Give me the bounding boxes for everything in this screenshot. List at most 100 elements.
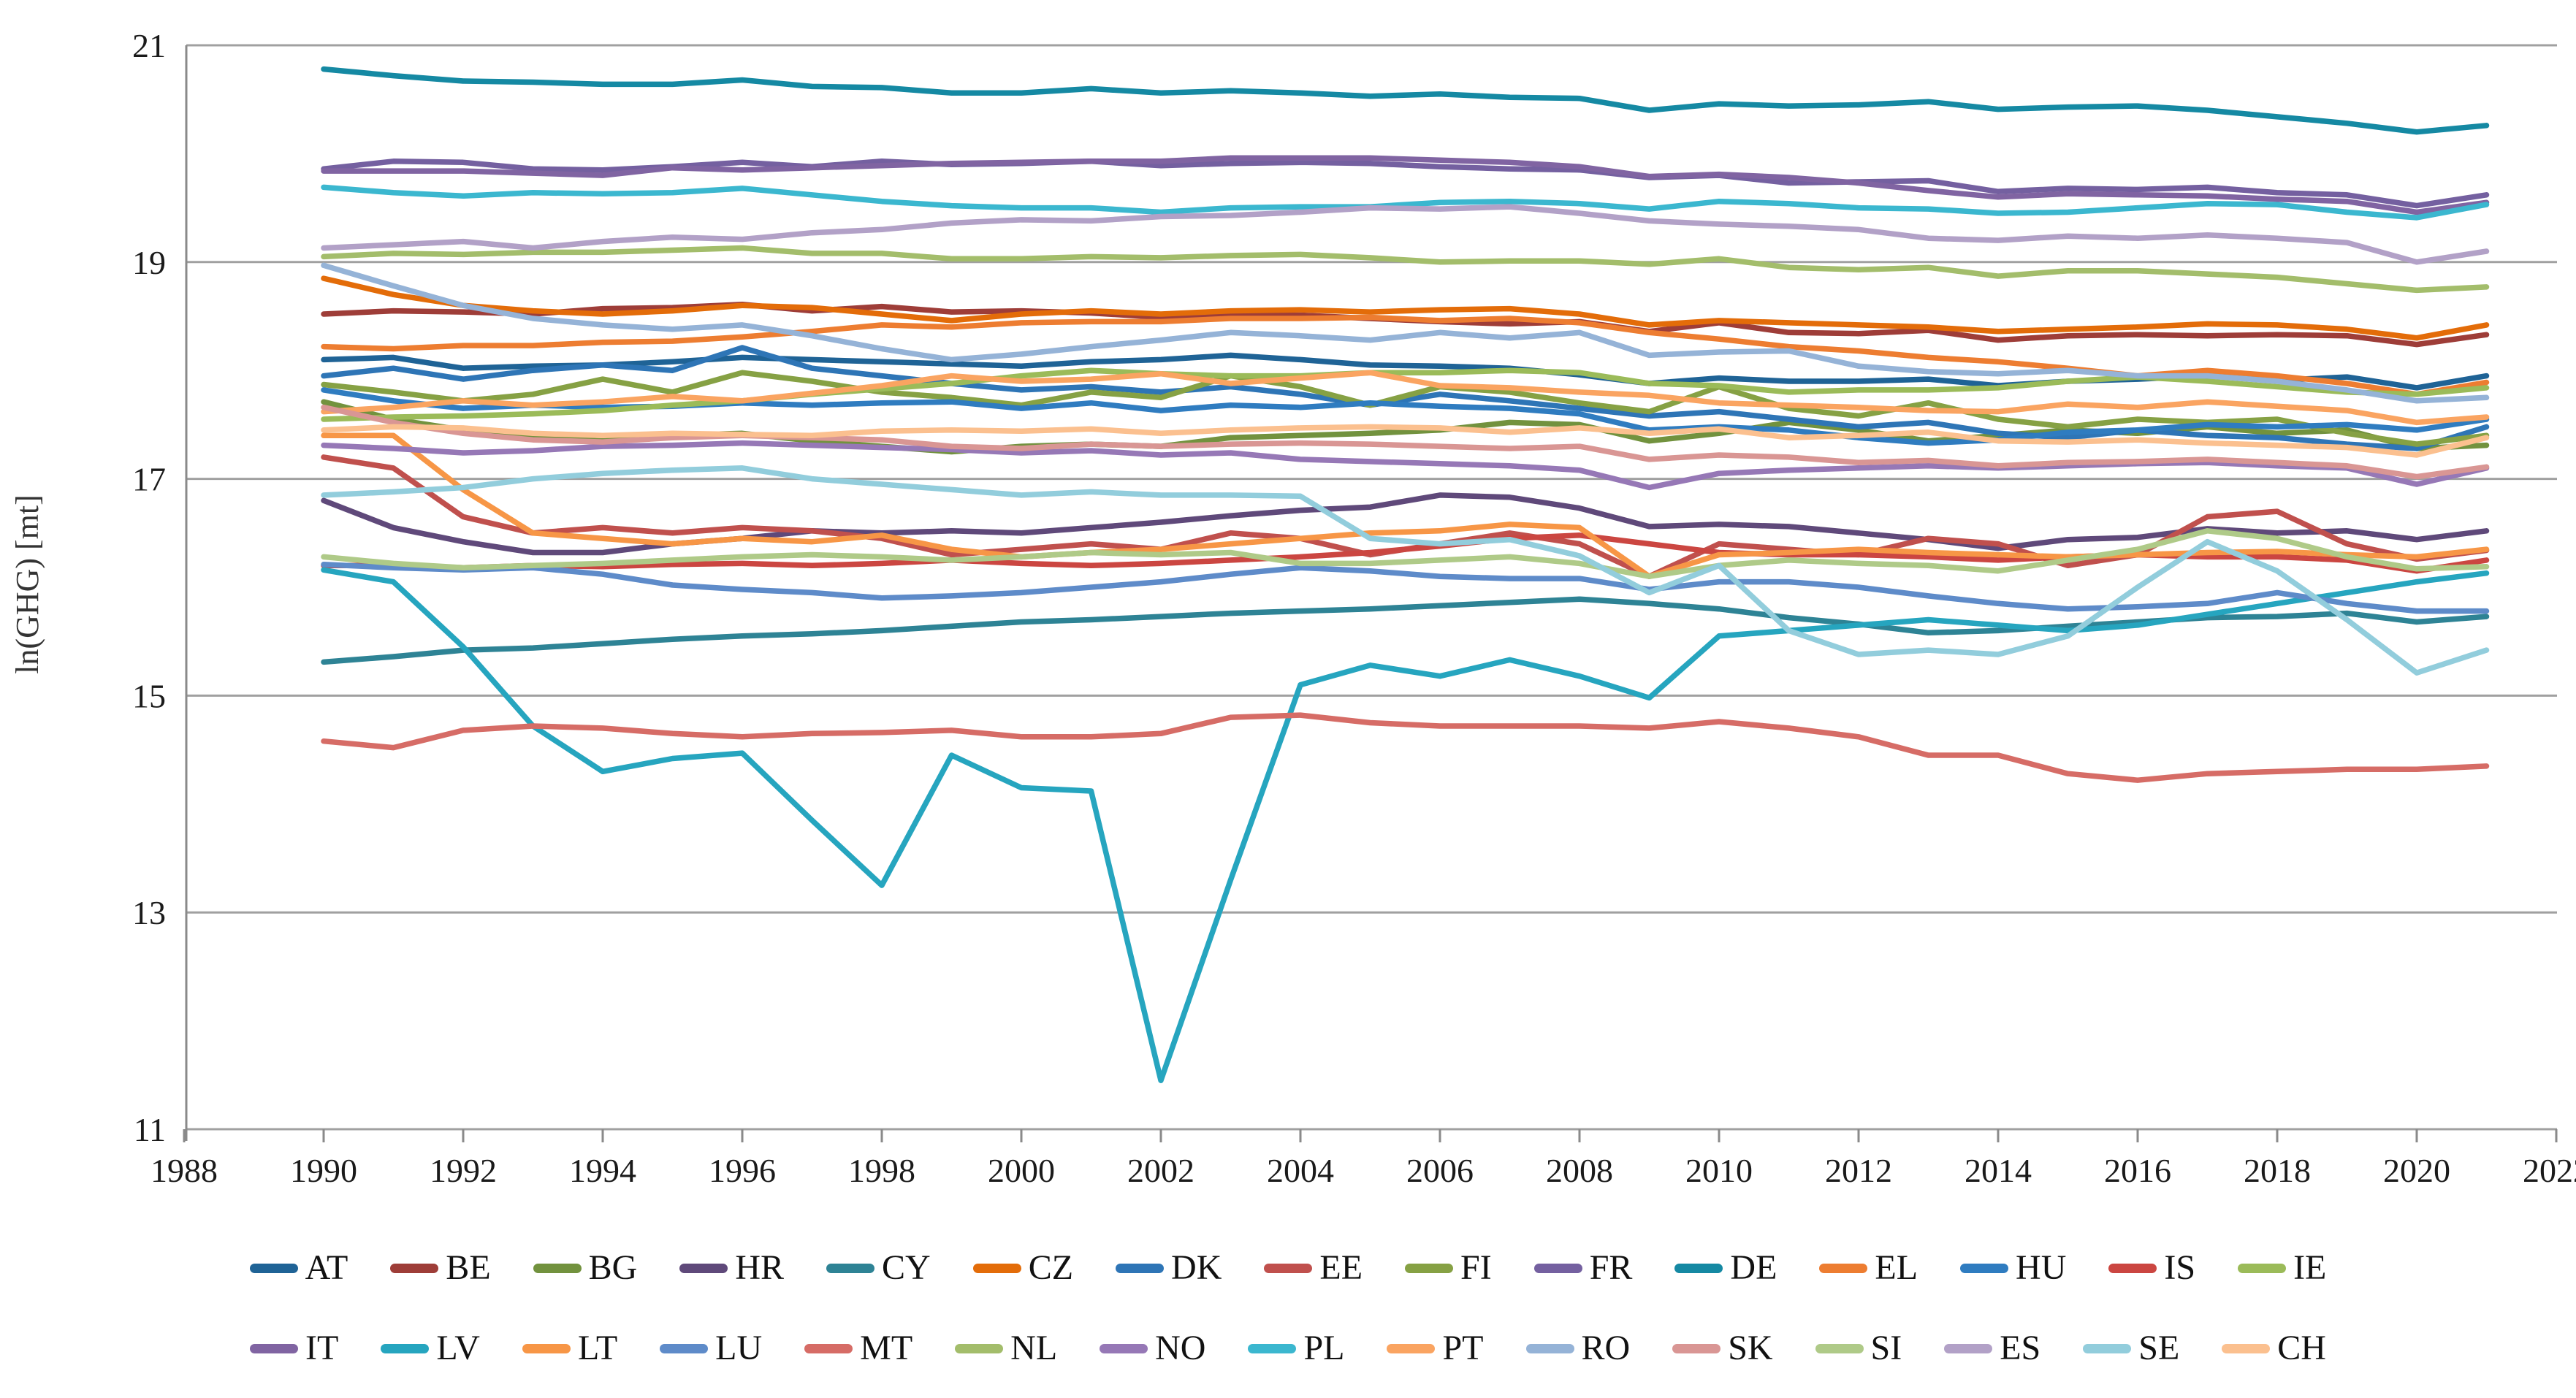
y-tick-label-21: 21 xyxy=(132,27,166,64)
x-tick-label-1988: 1988 xyxy=(150,1152,218,1189)
legend-label-NO: NO xyxy=(1155,1329,1206,1367)
series-line-IT xyxy=(321,155,2490,215)
legend-label-SE: SE xyxy=(2138,1329,2180,1367)
series-line-MT xyxy=(321,712,2490,783)
legend-label-FR: FR xyxy=(1589,1248,1633,1287)
legend-label-CH: CH xyxy=(2277,1329,2326,1367)
legend-item-EE: EE xyxy=(1264,1250,1363,1286)
legend-label-FI: FI xyxy=(1460,1248,1492,1287)
y-axis-tick-labels: 21 19 17 15 13 11 xyxy=(132,27,166,1148)
legend-label-IS: IS xyxy=(2164,1248,2196,1287)
legend-item-IE: IE xyxy=(2238,1250,2326,1286)
series-line-PT xyxy=(321,370,2490,426)
legend-item-LU: LU xyxy=(660,1331,762,1366)
x-tick-label-2020: 2020 xyxy=(2383,1152,2450,1189)
legend-swatch-CZ xyxy=(972,1263,1021,1273)
legend-label-AT: AT xyxy=(305,1248,348,1287)
legend-label-IE: IE xyxy=(2293,1248,2327,1287)
y-tick-label-15: 15 xyxy=(132,677,166,714)
x-tick-label-2010: 2010 xyxy=(1685,1152,1753,1189)
legend-item-HR: HR xyxy=(679,1250,784,1286)
legend-label-MT: MT xyxy=(860,1329,913,1367)
legend-label-DE: DE xyxy=(1730,1248,1777,1287)
legend-label-RO: RO xyxy=(1581,1329,1631,1367)
legend-swatch-HU xyxy=(1960,1263,2009,1273)
legend-item-SE: SE xyxy=(2083,1331,2179,1366)
legend-item-NO: NO xyxy=(1100,1331,1205,1366)
legend-item-DE: DE xyxy=(1674,1250,1777,1286)
x-tick-label-2006: 2006 xyxy=(1406,1152,1474,1189)
legend-label-ES: ES xyxy=(2000,1329,2041,1367)
legend-swatch-FR xyxy=(1533,1263,1582,1273)
series-line-CZ xyxy=(321,275,2490,341)
x-tick-label-2018: 2018 xyxy=(2244,1152,2311,1189)
legend-swatch-DE xyxy=(1674,1263,1723,1273)
series-line-LT xyxy=(321,432,2490,579)
legend-item-DK: DK xyxy=(1116,1250,1222,1286)
series-line-SE xyxy=(321,465,2490,676)
legend-swatch-BE xyxy=(390,1263,439,1273)
legend-swatch-SE xyxy=(2083,1343,2132,1353)
legend-label-BG: BG xyxy=(588,1248,638,1287)
legend-item-ES: ES xyxy=(1944,1331,2040,1366)
series-line-ES xyxy=(321,204,2490,265)
legend-swatch-NO xyxy=(1100,1343,1148,1353)
legend-swatch-IE xyxy=(2238,1263,2287,1273)
legend-swatch-FI xyxy=(1405,1263,1454,1273)
legend-swatch-PT xyxy=(1387,1343,1436,1353)
legend-item-CH: CH xyxy=(2222,1331,2326,1366)
legend-swatch-EL xyxy=(1819,1263,1868,1273)
legend-swatch-ES xyxy=(1944,1343,1993,1353)
series-line-FI xyxy=(321,370,2490,447)
legend-label-LV: LV xyxy=(436,1329,480,1367)
x-tick-label-1992: 1992 xyxy=(430,1152,497,1189)
legend-swatch-LU xyxy=(660,1343,709,1353)
x-tick-label-1990: 1990 xyxy=(290,1152,357,1189)
y-tick-label-19: 19 xyxy=(132,244,166,281)
legend-label-CZ: CZ xyxy=(1028,1248,1074,1287)
chart-plot-area: 21 19 17 15 13 11 1988 1990 1992 1994 1996 1998 200… xyxy=(9,27,2576,1189)
legend-item-CZ: CZ xyxy=(972,1248,1074,1287)
series-line-CY xyxy=(321,596,2490,665)
x-tick-label-2016: 2016 xyxy=(2104,1152,2171,1189)
legend-row-2: IT LV LT LU MT NL NO PL PT RO SK SI ES SE CH xyxy=(0,1331,2576,1366)
legend-swatch-HR xyxy=(679,1263,728,1273)
x-tick-label-2014: 2014 xyxy=(1965,1152,2032,1189)
legend-swatch-RO xyxy=(1525,1343,1574,1353)
axes xyxy=(183,45,2558,1142)
legend-item-IS: IS xyxy=(2108,1250,2195,1286)
legend-item-MT: MT xyxy=(804,1331,912,1366)
x-tick-label-1994: 1994 xyxy=(569,1152,636,1189)
x-tick-label-2002: 2002 xyxy=(1127,1152,1194,1189)
series-line-EE xyxy=(321,454,2490,579)
legend-item-PL: PL xyxy=(1248,1331,1344,1366)
legend-swatch-IT xyxy=(250,1343,299,1353)
x-tick-label-2000: 2000 xyxy=(988,1152,1055,1189)
x-tick-label-2012: 2012 xyxy=(1825,1152,1892,1189)
legend-item-NL: NL xyxy=(955,1331,1057,1366)
y-tick-label-17: 17 xyxy=(132,461,166,498)
legend-item-EL: EL xyxy=(1819,1250,1918,1286)
legend-item-CY: CY xyxy=(826,1250,931,1286)
series-line-CH xyxy=(321,424,2490,458)
legend-item-BE: BE xyxy=(390,1248,491,1287)
series-line-NO xyxy=(321,440,2490,491)
legend-label-EL: EL xyxy=(1875,1248,1918,1287)
x-tick-label-2022: 2022 xyxy=(2523,1152,2576,1189)
legend-swatch-SK xyxy=(1672,1343,1721,1353)
legend-label-SK: SK xyxy=(1728,1329,1773,1367)
legend-label-LT: LT xyxy=(577,1329,618,1367)
legend-label-PL: PL xyxy=(1303,1329,1345,1367)
legend-label-NL: NL xyxy=(1010,1329,1058,1367)
x-tick-label-2004: 2004 xyxy=(1267,1152,1334,1189)
legend-label-BE: BE xyxy=(446,1248,491,1287)
legend-item-AT: AT xyxy=(249,1248,348,1287)
series-line-DE xyxy=(321,66,2490,135)
legend-label-CY: CY xyxy=(882,1248,931,1287)
series-line-SI xyxy=(321,528,2490,579)
legend-label-IT: IT xyxy=(305,1329,339,1367)
legend-label-PT: PT xyxy=(1442,1329,1484,1367)
x-tick-label-1996: 1996 xyxy=(709,1152,776,1189)
x-tick-label-2008: 2008 xyxy=(1546,1152,1613,1189)
legend-swatch-BG xyxy=(533,1263,582,1273)
